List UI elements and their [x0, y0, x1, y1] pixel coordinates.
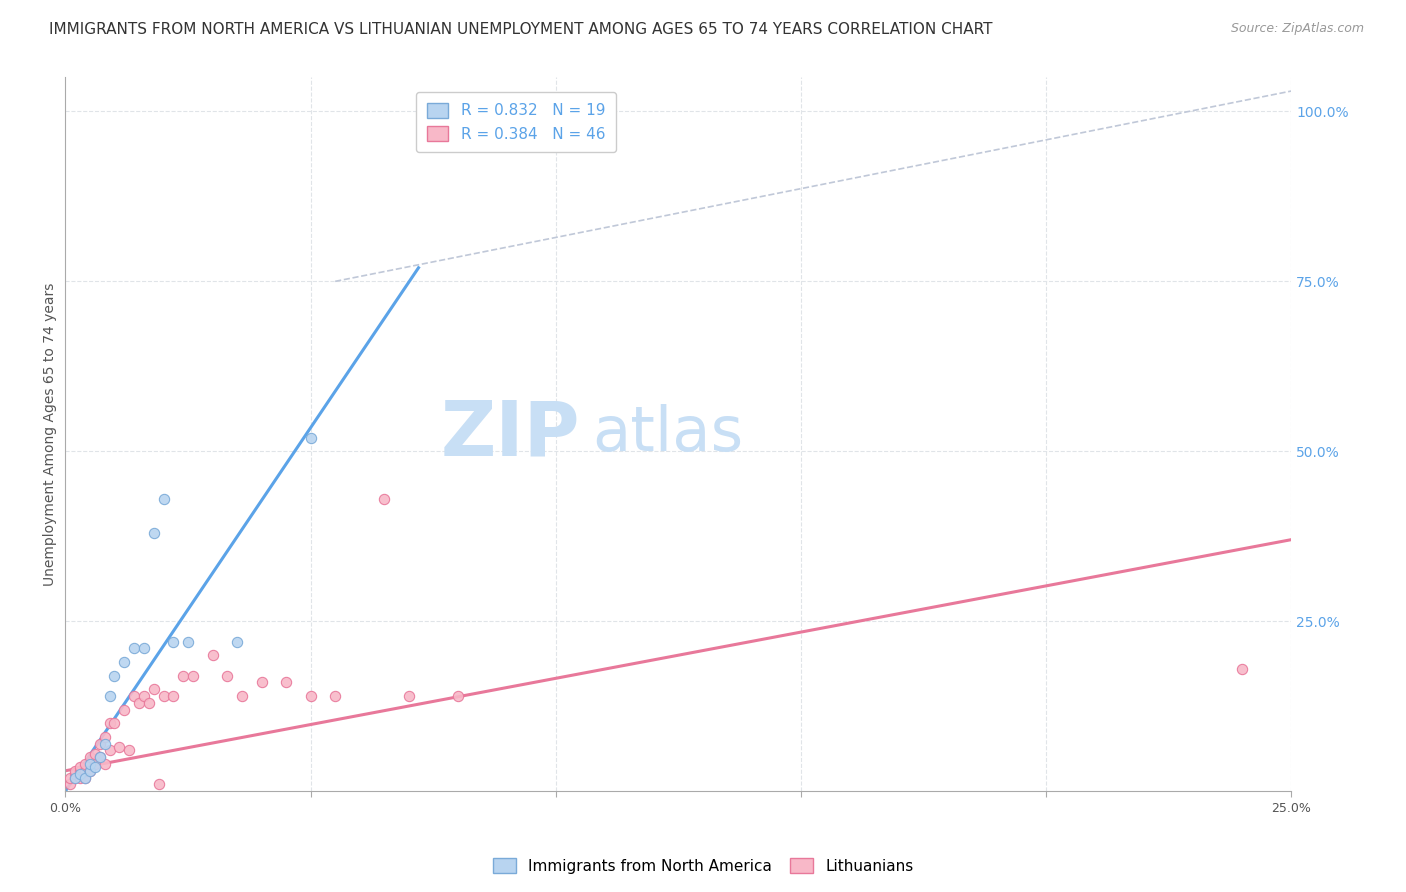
Point	[250, 675, 273, 690]
Point	[274, 675, 297, 690]
Point	[93, 730, 115, 744]
Legend: R = 0.832   N = 19, R = 0.384   N = 46: R = 0.832 N = 19, R = 0.384 N = 46	[416, 92, 616, 153]
Point	[65, 771, 87, 785]
Point	[59, 777, 82, 791]
Point	[69, 764, 91, 778]
Point	[112, 702, 135, 716]
Point	[132, 641, 155, 656]
Point	[75, 771, 97, 785]
Point	[122, 641, 145, 656]
Point	[65, 767, 87, 781]
Point	[103, 716, 125, 731]
Point	[118, 743, 141, 757]
Point	[79, 750, 101, 764]
Point	[65, 771, 87, 785]
Point	[89, 750, 111, 764]
Point	[162, 689, 184, 703]
Point	[98, 689, 121, 703]
Point	[152, 689, 174, 703]
Point	[65, 764, 87, 778]
Point	[75, 756, 97, 771]
Point	[142, 525, 165, 540]
Point	[162, 634, 184, 648]
Y-axis label: Unemployment Among Ages 65 to 74 years: Unemployment Among Ages 65 to 74 years	[44, 283, 58, 586]
Point	[59, 771, 82, 785]
Point	[83, 747, 105, 761]
Point	[299, 431, 322, 445]
Point	[217, 668, 239, 682]
Point	[108, 739, 131, 754]
Point	[1232, 662, 1254, 676]
Point	[138, 696, 160, 710]
Point	[142, 682, 165, 697]
Point	[69, 771, 91, 785]
Point	[128, 696, 150, 710]
Point	[75, 764, 97, 778]
Point	[181, 668, 204, 682]
Point	[132, 689, 155, 703]
Point	[69, 767, 91, 781]
Point	[323, 689, 346, 703]
Point	[93, 737, 115, 751]
Point	[98, 716, 121, 731]
Point	[79, 756, 101, 771]
Point	[299, 689, 322, 703]
Point	[447, 689, 470, 703]
Point	[79, 764, 101, 778]
Text: IMMIGRANTS FROM NORTH AMERICA VS LITHUANIAN UNEMPLOYMENT AMONG AGES 65 TO 74 YEA: IMMIGRANTS FROM NORTH AMERICA VS LITHUAN…	[49, 22, 993, 37]
Point	[112, 655, 135, 669]
Point	[122, 689, 145, 703]
Point	[373, 491, 395, 506]
Point	[226, 634, 249, 648]
Point	[398, 689, 420, 703]
Point	[93, 756, 115, 771]
Point	[98, 743, 121, 757]
Point	[172, 668, 194, 682]
Point	[69, 760, 91, 774]
Point	[231, 689, 253, 703]
Text: ZIP: ZIP	[441, 397, 581, 471]
Legend: Immigrants from North America, Lithuanians: Immigrants from North America, Lithuania…	[486, 852, 920, 880]
Point	[201, 648, 224, 663]
Point	[75, 771, 97, 785]
Point	[89, 750, 111, 764]
Point	[79, 764, 101, 778]
Text: atlas: atlas	[592, 404, 744, 465]
Point	[83, 760, 105, 774]
Text: Source: ZipAtlas.com: Source: ZipAtlas.com	[1230, 22, 1364, 36]
Point	[89, 737, 111, 751]
Point	[177, 634, 200, 648]
Point	[152, 491, 174, 506]
Point	[103, 668, 125, 682]
Point	[148, 777, 170, 791]
Point	[83, 756, 105, 771]
